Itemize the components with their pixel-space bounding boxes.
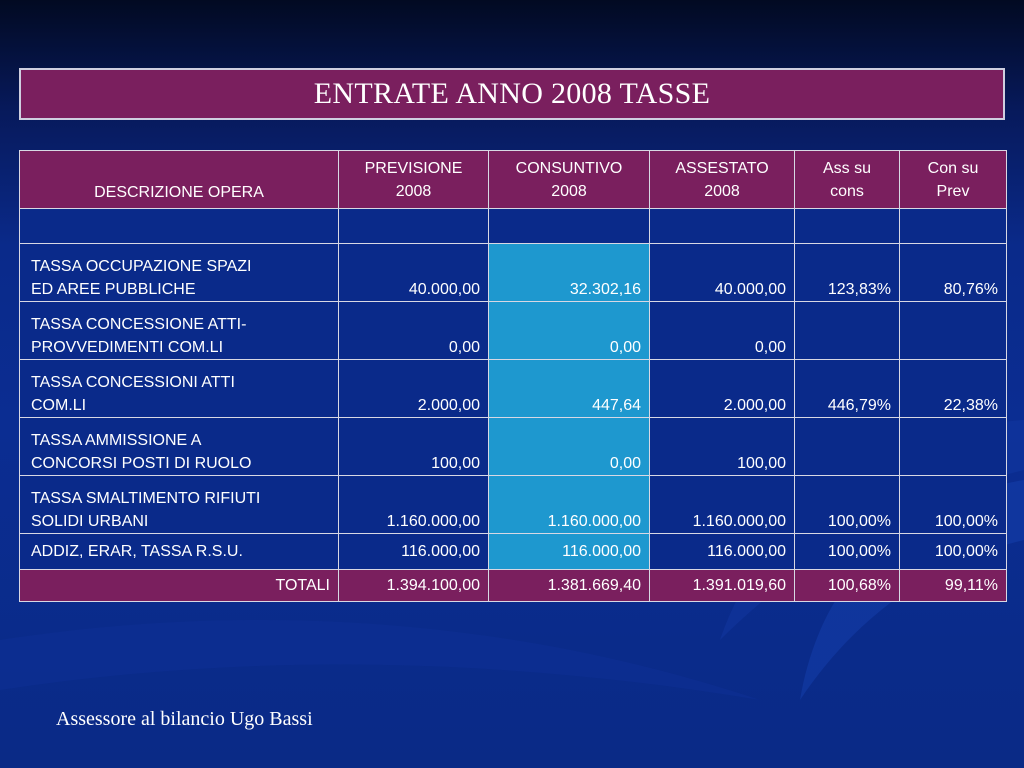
cell-consuntivo: 32.302,16 <box>488 243 650 302</box>
col-header-ass-su-cons: Ass su cons <box>794 150 900 209</box>
table-row: TASSA CONCESSIONE ATTI- PROVVEDIMENTI COM… <box>19 301 1007 360</box>
cell-consuntivo: 447,64 <box>488 359 650 418</box>
cell-con-su-prev: 80,76% <box>899 243 1007 302</box>
row-label: TASSA AMMISSIONE A CONCORSI POSTI DI RUOL… <box>19 417 339 476</box>
cell-previsione: 100,00 <box>338 417 489 476</box>
col-header-con-su-prev: Con su Prev <box>899 150 1007 209</box>
cell-assestato: 40.000,00 <box>649 243 795 302</box>
cell-previsione: 40.000,00 <box>338 243 489 302</box>
totals-label: TOTALI <box>19 569 339 602</box>
cell-previsione: 0,00 <box>338 301 489 360</box>
cell-ass-su-cons: 446,79% <box>794 359 900 418</box>
cell-con-su-prev: 100,00% <box>899 533 1007 570</box>
col-header-consuntivo: CONSUNTIVO 2008 <box>488 150 650 209</box>
empty-row <box>19 208 1007 244</box>
cell-ass-su-cons: 123,83% <box>794 243 900 302</box>
total-previsione: 1.394.100,00 <box>338 569 489 602</box>
table-row: TASSA AMMISSIONE A CONCORSI POSTI DI RUOL… <box>19 417 1007 476</box>
entrate-table: DESCRIZIONE OPERA PREVISIONE 2008 CONSUNT… <box>19 150 1007 602</box>
row-label: ADDIZ, ERAR, TASSA R.S.U. <box>19 533 339 570</box>
cell-consuntivo: 116.000,00 <box>488 533 650 570</box>
cell-assestato: 0,00 <box>649 301 795 360</box>
cell-previsione: 2.000,00 <box>338 359 489 418</box>
cell-consuntivo: 1.160.000,00 <box>488 475 650 534</box>
cell-assestato: 100,00 <box>649 417 795 476</box>
cell-ass-su-cons: 100,00% <box>794 475 900 534</box>
table-row: TASSA OCCUPAZIONE SPAZI ED AREE PUBBLICHE… <box>19 243 1007 302</box>
total-con-su-prev: 99,11% <box>899 569 1007 602</box>
cell-assestato: 2.000,00 <box>649 359 795 418</box>
cell-previsione: 1.160.000,00 <box>338 475 489 534</box>
table-row: TASSA CONCESSIONI ATTI COM.LI 2.000,00 44… <box>19 359 1007 418</box>
cell-previsione: 116.000,00 <box>338 533 489 570</box>
row-label: TASSA SMALTIMENTO RIFIUTI SOLIDI URBANI <box>19 475 339 534</box>
total-consuntivo: 1.381.669,40 <box>488 569 650 602</box>
row-label: TASSA CONCESSIONI ATTI COM.LI <box>19 359 339 418</box>
totals-row: TOTALI 1.394.100,00 1.381.669,40 1.391.0… <box>19 569 1007 602</box>
cell-assestato: 1.160.000,00 <box>649 475 795 534</box>
col-header-assestato: ASSESTATO 2008 <box>649 150 795 209</box>
cell-ass-su-cons <box>794 301 900 360</box>
cell-assestato: 116.000,00 <box>649 533 795 570</box>
title-box: ENTRATE ANNO 2008 TASSE <box>19 68 1005 120</box>
cell-con-su-prev <box>899 417 1007 476</box>
row-label: TASSA CONCESSIONE ATTI- PROVVEDIMENTI COM… <box>19 301 339 360</box>
row-label: TASSA OCCUPAZIONE SPAZI ED AREE PUBBLICHE <box>19 243 339 302</box>
cell-ass-su-cons: 100,00% <box>794 533 900 570</box>
cell-con-su-prev: 100,00% <box>899 475 1007 534</box>
table-row: TASSA SMALTIMENTO RIFIUTI SOLIDI URBANI 1… <box>19 475 1007 534</box>
col-header-descrizione: DESCRIZIONE OPERA <box>19 150 339 209</box>
cell-con-su-prev <box>899 301 1007 360</box>
cell-con-su-prev: 22,38% <box>899 359 1007 418</box>
footer-text: Assessore al bilancio Ugo Bassi <box>56 708 313 730</box>
total-assestato: 1.391.019,60 <box>649 569 795 602</box>
page-title: ENTRATE ANNO 2008 TASSE <box>313 77 711 110</box>
total-ass-su-cons: 100,68% <box>794 569 900 602</box>
table-row: ADDIZ, ERAR, TASSA R.S.U. 116.000,00 116… <box>19 533 1007 570</box>
cell-ass-su-cons <box>794 417 900 476</box>
table-header-row: DESCRIZIONE OPERA PREVISIONE 2008 CONSUNT… <box>19 150 1007 209</box>
col-header-previsione: PREVISIONE 2008 <box>338 150 489 209</box>
cell-consuntivo: 0,00 <box>488 417 650 476</box>
cell-consuntivo: 0,00 <box>488 301 650 360</box>
